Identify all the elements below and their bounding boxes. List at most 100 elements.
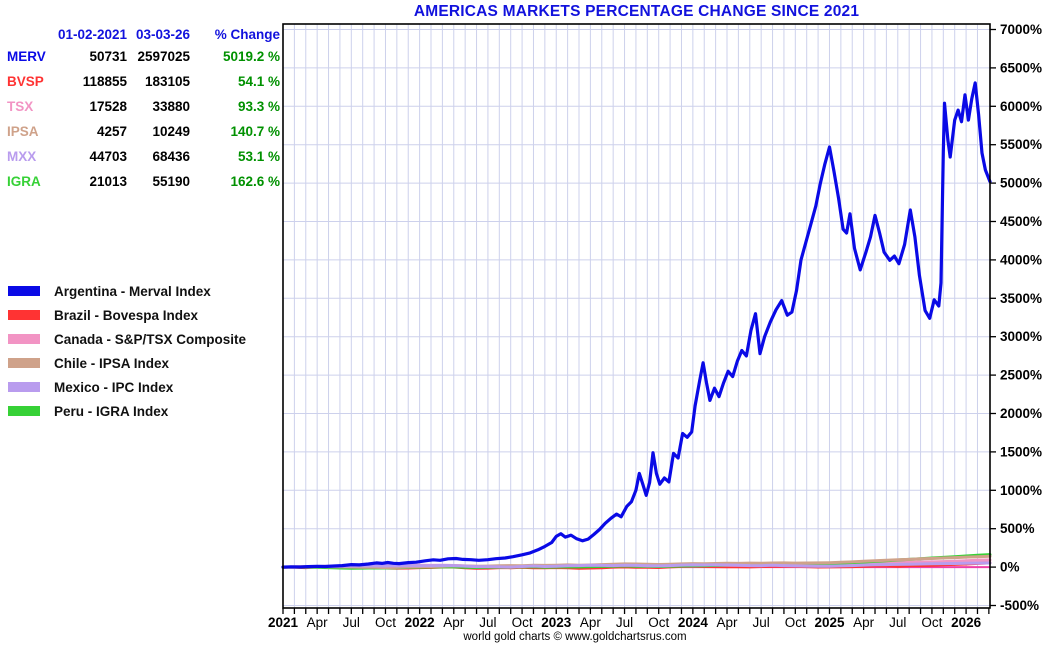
legend-swatch [8,334,40,344]
y-tick-label: 5500% [1000,137,1042,152]
table-row: IPSA 4257 10249 140.7 % [5,119,280,144]
x-tick-label: Apr [717,615,739,630]
table-row: MERV 50731 2597025 5019.2 % [5,44,280,69]
legend-label: Peru - IGRA Index [54,403,169,419]
series-line-argentina-merval-index [281,81,992,569]
y-tick-label: 5000% [1000,176,1042,191]
end-value: 2597025 [137,49,190,64]
y-tick-label: 2000% [1000,406,1042,421]
change-value: 5019.2 % [222,49,280,64]
legend-swatch [8,406,40,416]
x-tick-label: 2024 [678,615,709,630]
vertical-gridlines [293,24,978,608]
plot-border [282,23,991,609]
x-tick-label: Jul [616,615,633,630]
chart-legend: Argentina - Merval Index Brazil - Bovesp… [8,279,246,423]
chart-title: AMERICAS MARKETS PERCENTAGE CHANGE SINCE… [413,3,860,20]
x-tick-label: Oct [785,615,806,630]
start-value: 50731 [89,49,127,64]
legend-item: Argentina - Merval Index [8,279,246,303]
quote-table: 01-02-2021 03-03-26 % Change MERV 50731 … [5,24,280,194]
legend-item: Brazil - Bovespa Index [8,303,246,327]
x-tick-label: Apr [307,615,329,630]
header-end-date: 03-03-26 [135,26,190,42]
series-line-mexico-ipc-index [281,561,992,569]
y-tick-label: -500% [1000,598,1039,613]
x-tick-label: 2023 [541,615,572,630]
start-value: 4257 [96,124,127,139]
symbol-label: IGRA [7,174,41,189]
end-value: 68436 [152,149,190,164]
x-tick-label: 2022 [405,615,435,630]
legend-label: Canada - S&P/TSX Composite [54,331,247,347]
x-tick-label: Oct [375,615,396,630]
table-row: BVSP 118855 183105 54.1 % [5,69,280,94]
symbol-label: IPSA [7,124,39,139]
start-value: 17528 [89,99,127,114]
change-value: 140.7 % [230,124,280,139]
y-tick-label: 0% [1000,560,1020,575]
symbol-label: MERV [7,49,46,64]
y-tick-label: 6500% [1000,60,1042,75]
legend-item: Peru - IGRA Index [8,399,246,423]
end-value: 183105 [144,74,190,89]
symbol-label: TSX [7,99,34,114]
x-tick-label: 2021 [268,615,299,630]
y-tick-label: 3000% [1000,329,1042,344]
end-value: 55190 [152,174,190,189]
legend-swatch [8,310,40,320]
y-axis-ticks [990,28,996,607]
change-value: 54.1 % [237,74,280,89]
table-row: MXX 44703 68436 53.1 % [5,144,280,169]
y-tick-label: 1500% [1000,444,1042,459]
y-tick-label: 3500% [1000,291,1042,306]
legend-label: Mexico - IPC Index [54,379,174,395]
y-axis-labels: -500% 0% 500% 1000% 1500% 2000% 2500% 3000% 3500… [1000,22,1042,613]
legend-swatch [8,286,40,296]
legend-label: Brazil - Bovespa Index [54,307,199,323]
header-pct-change: % Change [214,26,280,42]
y-tick-label: 500% [1000,521,1035,536]
start-value: 44703 [89,149,127,164]
change-value: 93.3 % [237,99,280,114]
table-row: TSX 17528 33880 93.3 % [5,94,280,119]
x-tick-label: Jul [753,615,770,630]
start-value: 118855 [82,74,127,89]
copyright-footer: world gold charts © www.goldchartsrus.co… [463,631,687,643]
change-value: 162.6 % [230,174,280,189]
x-tick-label: Oct [921,615,942,630]
x-axis-ticks [282,608,990,614]
legend-swatch [8,358,40,368]
x-axis-labels: 2021 Apr Jul Oct 2022 Apr Jul Oct 2023 Apr Jul Oct 2… [268,615,982,630]
x-tick-label: Apr [580,615,602,630]
x-tick-label: Jul [479,615,496,630]
legend-swatch [8,382,40,392]
symbol-label: BVSP [7,74,44,89]
change-value: 53.1 % [237,149,280,164]
y-tick-label: 6000% [1000,99,1042,114]
start-value: 21013 [89,174,127,189]
y-tick-label: 4000% [1000,252,1042,267]
x-tick-label: 2026 [951,615,982,630]
end-value: 33880 [152,99,190,114]
x-tick-label: 2025 [814,615,845,630]
header-start-date: 01-02-2021 [57,26,127,42]
quote-table-header: 01-02-2021 03-03-26 % Change [5,24,280,44]
symbol-label: MXX [7,149,37,164]
y-tick-label: 4500% [1000,214,1042,229]
x-tick-label: Oct [648,615,669,630]
x-tick-label: Apr [853,615,875,630]
y-tick-label: 7000% [1000,22,1042,37]
x-tick-label: Jul [889,615,906,630]
legend-item: Canada - S&P/TSX Composite [8,327,246,351]
x-tick-label: Jul [343,615,360,630]
table-row: IGRA 21013 55190 162.6 % [5,169,280,194]
end-value: 10249 [152,124,190,139]
legend-item: Mexico - IPC Index [8,375,246,399]
y-tick-label: 2500% [1000,368,1042,383]
y-tick-label: 1000% [1000,483,1042,498]
horizontal-gridlines [283,29,990,606]
legend-item: Chile - IPSA Index [8,351,246,375]
